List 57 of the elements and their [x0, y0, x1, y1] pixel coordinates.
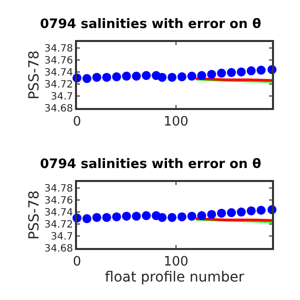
point — [256, 66, 266, 75]
y-tick-label: 34.72 — [44, 79, 73, 90]
point — [217, 208, 226, 218]
point — [158, 72, 167, 82]
y-tick-label: 34.76 — [44, 196, 73, 207]
point — [197, 211, 206, 220]
chart-title: 0794 salinities with error on θ — [40, 17, 262, 32]
point — [207, 70, 216, 79]
point — [132, 212, 141, 221]
y-tick-label: 34.78 — [44, 43, 73, 54]
y-axis-title: PSS-78 — [26, 50, 42, 100]
y-tick-label: 34.68 — [44, 103, 73, 114]
x-tick-label: 100 — [164, 114, 188, 130]
point — [236, 208, 246, 217]
point — [177, 212, 186, 222]
point — [177, 72, 186, 82]
point — [142, 71, 151, 80]
point — [102, 212, 112, 222]
y-tick-label: 34.7 — [50, 232, 73, 243]
y-axis-title: PSS-78 — [26, 190, 42, 240]
point — [122, 212, 131, 221]
point — [187, 212, 196, 221]
point — [168, 212, 177, 222]
point — [122, 72, 131, 81]
y-tick-label: 34.74 — [44, 67, 73, 78]
point — [112, 72, 122, 82]
point — [236, 67, 246, 76]
x-tick-label: 100 — [164, 254, 188, 270]
y-tick-label: 34.7 — [50, 91, 73, 102]
y-tick-label: 34.72 — [44, 220, 73, 231]
x-tick-label: 0 — [72, 254, 82, 270]
point — [168, 72, 177, 82]
point — [92, 72, 102, 82]
point — [92, 212, 102, 222]
point — [132, 72, 141, 81]
point — [246, 66, 256, 76]
y-tick-label: 34.76 — [44, 55, 73, 66]
point — [187, 72, 196, 81]
point — [158, 212, 167, 222]
point — [226, 68, 236, 78]
x-axis-title: float profile number — [104, 270, 244, 286]
chart-title: 0794 salinities with error on θ — [40, 157, 262, 172]
point — [217, 68, 226, 78]
point — [112, 212, 122, 222]
point — [256, 206, 266, 215]
point — [246, 206, 256, 216]
point — [102, 72, 112, 82]
point — [197, 71, 206, 80]
point — [82, 214, 92, 224]
point — [142, 211, 151, 220]
y-tick-label: 34.74 — [44, 208, 73, 219]
x-tick-label: 0 — [72, 114, 82, 130]
point — [207, 210, 216, 219]
y-tick-label: 34.78 — [44, 184, 73, 195]
point — [226, 208, 236, 218]
point — [82, 74, 92, 84]
y-tick-label: 34.68 — [44, 244, 73, 254]
